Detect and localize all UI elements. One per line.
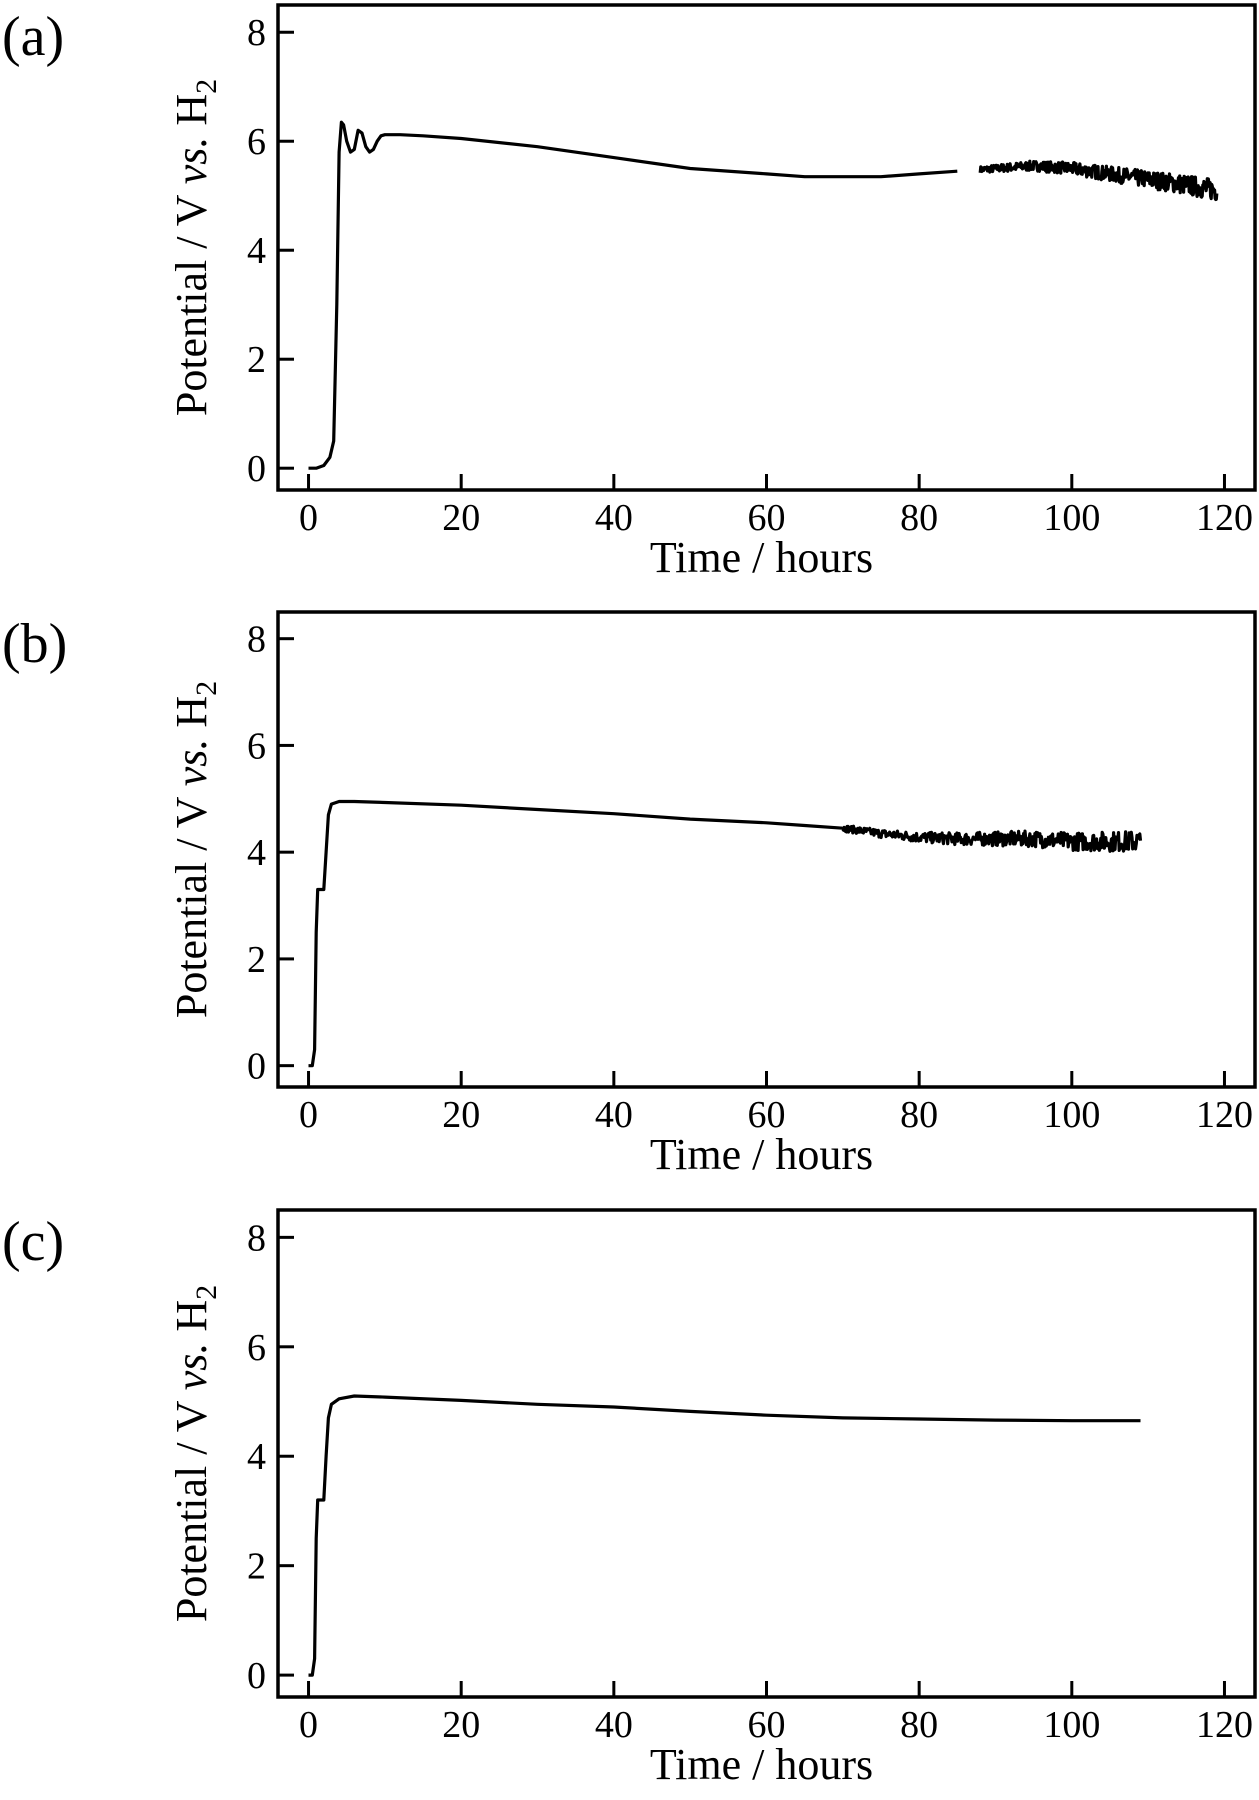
y-tick-label: 8 bbox=[247, 1217, 266, 1259]
x-tick-label: 20 bbox=[442, 1094, 480, 1136]
x-tick-label: 40 bbox=[595, 1704, 633, 1746]
y-axis-label-vs: vs. bbox=[167, 1343, 216, 1391]
y-axis-label: Potential / V vs. H2 bbox=[167, 681, 223, 1018]
series-line bbox=[308, 120, 958, 470]
y-axis-label-part: Potential / V bbox=[167, 786, 216, 1018]
x-axis-label: Time / hours bbox=[650, 1740, 873, 1789]
y-axis-label: Potential / V vs. H2 bbox=[167, 79, 223, 416]
x-tick-label: 80 bbox=[900, 1704, 938, 1746]
y-tick-label: 2 bbox=[247, 1546, 266, 1588]
x-tick-label: 40 bbox=[595, 497, 633, 539]
x-tick-label: 80 bbox=[900, 1094, 938, 1136]
x-tick-label: 0 bbox=[299, 497, 318, 539]
y-tick-label: 6 bbox=[247, 1327, 266, 1369]
y-axis-label-part: Potential / V bbox=[167, 1390, 216, 1622]
panel-label: (c) bbox=[2, 1211, 64, 1273]
y-tick-label: 2 bbox=[247, 939, 266, 981]
x-tick-label: 20 bbox=[442, 497, 480, 539]
y-axis-label-subscript: 2 bbox=[190, 79, 223, 94]
y-tick-label: 2 bbox=[247, 339, 266, 381]
y-axis-label-vs: vs. bbox=[167, 137, 216, 185]
y-tick-label: 4 bbox=[247, 230, 266, 272]
y-tick-label: 6 bbox=[247, 121, 266, 163]
y-axis-label-part: H bbox=[167, 94, 216, 137]
series-line bbox=[308, 799, 843, 1068]
y-axis-label-vs: vs. bbox=[167, 739, 216, 787]
y-axis-label-subscript: 2 bbox=[190, 681, 223, 696]
x-tick-label: 20 bbox=[442, 1704, 480, 1746]
x-tick-label: 60 bbox=[748, 1704, 786, 1746]
x-tick-label: 80 bbox=[900, 497, 938, 539]
y-axis-label-part: Potential / V bbox=[167, 184, 216, 416]
series-noise bbox=[978, 159, 1219, 202]
x-tick-label: 40 bbox=[595, 1094, 633, 1136]
y-axis-label-part: H bbox=[167, 696, 216, 739]
chart-panel-c: 0 20 40 60 80 100 120 0 2 4 6 8 Time / hours Potentia… bbox=[2, 1208, 1257, 1789]
x-tick-label: 0 bbox=[299, 1094, 318, 1136]
y-tick-label: 4 bbox=[247, 832, 266, 874]
plot-frame bbox=[276, 1208, 1257, 1699]
x-tick-label: 60 bbox=[748, 1094, 786, 1136]
x-axis-label: Time / hours bbox=[650, 1130, 873, 1179]
y-tick-label: 0 bbox=[247, 1046, 266, 1088]
series-noise bbox=[841, 824, 1143, 853]
x-tick-label: 0 bbox=[299, 1704, 318, 1746]
panel-label: (a) bbox=[2, 6, 64, 68]
x-tick-label: 120 bbox=[1196, 1704, 1253, 1746]
y-axis-label: Potential / V vs. H2 bbox=[167, 1285, 223, 1622]
x-axis-label: Time / hours bbox=[650, 533, 873, 582]
x-tick-label: 100 bbox=[1043, 1704, 1100, 1746]
panel-label: (b) bbox=[2, 613, 67, 675]
plot-frame bbox=[276, 3, 1257, 492]
y-axis-label-part: H bbox=[167, 1300, 216, 1343]
x-tick-label: 120 bbox=[1196, 1094, 1253, 1136]
chart-panel-b: 0 20 40 60 80 100 120 0 2 4 6 8 Time / hours Potentia… bbox=[2, 610, 1257, 1179]
x-tick-label: 100 bbox=[1043, 1094, 1100, 1136]
y-tick-label: 0 bbox=[247, 448, 266, 490]
y-tick-label: 8 bbox=[247, 12, 266, 54]
y-tick-label: 6 bbox=[247, 725, 266, 767]
y-tick-label: 4 bbox=[247, 1436, 266, 1478]
chart-panel-a: 0 20 40 60 80 100 120 0 2 4 6 8 Time / hours Potentia… bbox=[2, 3, 1257, 582]
x-tick-label: 60 bbox=[748, 497, 786, 539]
x-tick-label: 120 bbox=[1196, 497, 1253, 539]
y-axis-label-subscript: 2 bbox=[190, 1285, 223, 1300]
series-line bbox=[308, 1394, 1141, 1677]
x-tick-label: 100 bbox=[1043, 497, 1100, 539]
y-tick-label: 8 bbox=[247, 619, 266, 661]
y-tick-label: 0 bbox=[247, 1655, 266, 1697]
